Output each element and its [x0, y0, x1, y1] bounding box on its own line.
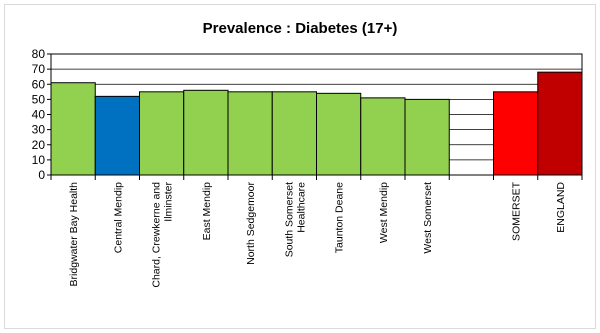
y-tick-label: 40 [32, 108, 46, 122]
category-label: West Mendip [378, 182, 390, 243]
category-label: SOMERSET [511, 181, 523, 241]
bar [139, 91, 185, 176]
bar [404, 98, 450, 176]
category-label: South Somerset [283, 182, 295, 257]
y-tick-label: 20 [32, 138, 46, 152]
y-tick-label: 30 [32, 123, 46, 137]
category-label: Taunton Deane [334, 182, 346, 253]
bar [271, 91, 317, 176]
category-label: West Somerset [422, 182, 434, 254]
bar [94, 95, 140, 176]
category-label: Healthcare [295, 182, 307, 233]
y-tick-label: 50 [32, 92, 46, 106]
y-tick-label: 70 [32, 62, 46, 76]
bar [360, 97, 406, 176]
y-tick-label: 80 [32, 47, 46, 61]
category-label: North Sedgemoor [245, 182, 257, 265]
category-label: ENGLAND [555, 182, 567, 233]
chart-title: Prevalence : Diabetes (17+) [202, 20, 398, 37]
bar [493, 91, 539, 176]
category-label: East Mendip [201, 182, 213, 241]
y-tick-label: 0 [38, 168, 45, 182]
category-label: Ilminster [163, 182, 175, 222]
bar [183, 89, 229, 176]
category-label: Chard, Crewkerne and [151, 182, 163, 288]
bar [50, 82, 96, 176]
bar [227, 91, 273, 176]
y-tick-label: 60 [32, 77, 46, 91]
category-label: Bridgwater Bay Health [68, 182, 80, 287]
y-tick-label: 10 [32, 153, 46, 167]
category-label: Central Mendip [112, 182, 124, 253]
bar [537, 71, 583, 176]
bar [316, 92, 362, 176]
